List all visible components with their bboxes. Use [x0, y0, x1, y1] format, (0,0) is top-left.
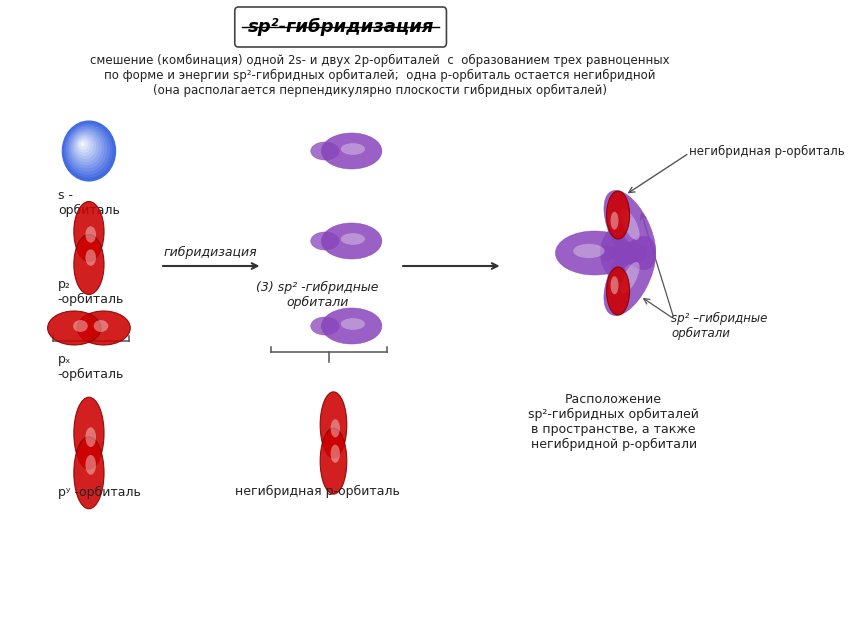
- Ellipse shape: [48, 311, 101, 345]
- Ellipse shape: [610, 212, 618, 229]
- Text: sp² –гибридные
орбитали: sp² –гибридные орбитали: [670, 312, 767, 340]
- Ellipse shape: [610, 242, 646, 264]
- Ellipse shape: [64, 123, 113, 178]
- Ellipse shape: [310, 317, 339, 335]
- Ellipse shape: [330, 419, 339, 437]
- Ellipse shape: [77, 138, 90, 153]
- Text: (она располагается перпендикулярно плоскости гибридных орбиталей): (она располагается перпендикулярно плоск…: [153, 83, 606, 97]
- Ellipse shape: [62, 121, 115, 181]
- Ellipse shape: [73, 320, 88, 332]
- Ellipse shape: [340, 143, 364, 155]
- Ellipse shape: [330, 445, 339, 463]
- Text: Расположение
sp²-гибридных орбиталей
в пространстве, а также
негибридной р-орбит: Расположение sp²-гибридных орбиталей в п…: [527, 393, 699, 451]
- Ellipse shape: [80, 142, 85, 147]
- Ellipse shape: [321, 223, 381, 259]
- Text: смешение (комбинация) одной 2s- и двух 2p-орбиталей  с  образованием трех равноц: смешение (комбинация) одной 2s- и двух 2…: [90, 53, 669, 67]
- Ellipse shape: [320, 428, 346, 494]
- Text: негибридная р-орбиталь: негибридная р-орбиталь: [688, 144, 844, 158]
- Text: pₓ
-орбиталь: pₓ -орбиталь: [58, 353, 124, 381]
- Text: s -
орбиталь: s - орбиталь: [58, 189, 119, 217]
- Ellipse shape: [85, 226, 96, 243]
- Ellipse shape: [310, 232, 339, 250]
- Ellipse shape: [73, 132, 99, 162]
- Ellipse shape: [85, 428, 96, 447]
- Text: гибридизация: гибридизация: [164, 246, 258, 259]
- Ellipse shape: [78, 140, 88, 150]
- Text: по форме и энергии sp²-гибридных орбиталей;  одна p-орбиталь остается негибридно: по форме и энергии sp²-гибридных орбитал…: [104, 69, 655, 81]
- Ellipse shape: [69, 128, 104, 169]
- Ellipse shape: [66, 125, 110, 175]
- Ellipse shape: [321, 308, 381, 344]
- Ellipse shape: [310, 142, 339, 160]
- Ellipse shape: [321, 133, 381, 169]
- Ellipse shape: [320, 392, 346, 458]
- FancyBboxPatch shape: [0, 0, 761, 641]
- Ellipse shape: [340, 233, 364, 245]
- Text: pʸ -орбиталь: pʸ -орбиталь: [58, 486, 141, 499]
- Ellipse shape: [600, 246, 624, 281]
- Text: p₂
-орбиталь: p₂ -орбиталь: [58, 278, 124, 306]
- Ellipse shape: [606, 267, 629, 315]
- Ellipse shape: [73, 437, 104, 509]
- Ellipse shape: [340, 318, 364, 330]
- Ellipse shape: [73, 235, 104, 294]
- Text: (3) sp² -гибридные
орбитали: (3) sp² -гибридные орбитали: [256, 281, 378, 309]
- Ellipse shape: [619, 209, 639, 240]
- Ellipse shape: [600, 224, 624, 261]
- Ellipse shape: [73, 201, 104, 262]
- Ellipse shape: [603, 190, 655, 270]
- Ellipse shape: [77, 311, 131, 345]
- Ellipse shape: [554, 231, 633, 275]
- FancyBboxPatch shape: [235, 7, 446, 47]
- Ellipse shape: [67, 127, 107, 172]
- Ellipse shape: [85, 455, 96, 475]
- Ellipse shape: [71, 130, 102, 165]
- Ellipse shape: [603, 236, 655, 315]
- Ellipse shape: [572, 244, 604, 258]
- Ellipse shape: [94, 320, 108, 332]
- Ellipse shape: [606, 191, 629, 239]
- Ellipse shape: [73, 397, 104, 469]
- Ellipse shape: [619, 262, 639, 294]
- Text: sp²-гибридизация: sp²-гибридизация: [247, 18, 433, 36]
- Text: негибридная р-орбиталь: негибридная р-орбиталь: [235, 485, 399, 498]
- Ellipse shape: [74, 134, 96, 159]
- Ellipse shape: [85, 249, 96, 266]
- Ellipse shape: [610, 276, 618, 294]
- Ellipse shape: [76, 136, 93, 156]
